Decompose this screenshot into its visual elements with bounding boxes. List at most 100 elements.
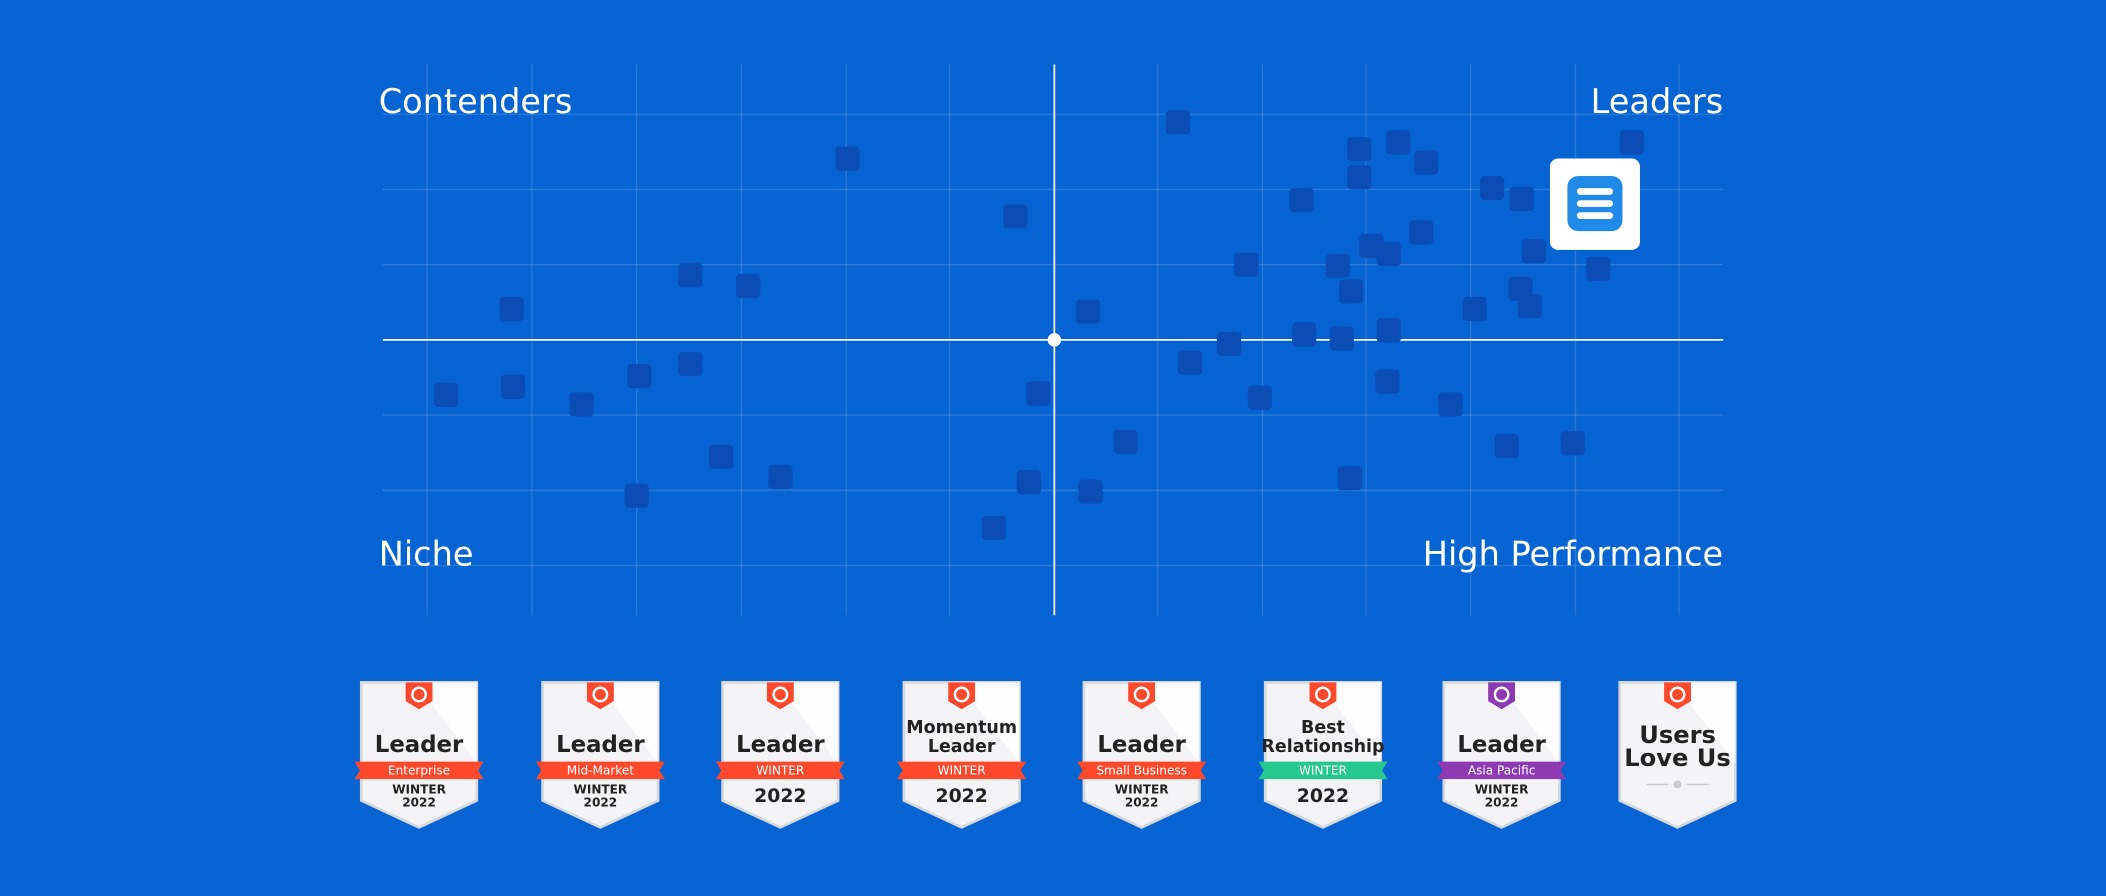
- dot: [736, 274, 761, 299]
- badge-star: [1673, 780, 1682, 789]
- badge-footer: WINTER: [1115, 782, 1169, 796]
- g2-logo: [1315, 686, 1331, 703]
- badge-title: Leader: [375, 732, 464, 758]
- badge-tab: [948, 682, 976, 710]
- dot: [1329, 326, 1354, 351]
- dot: [709, 444, 734, 469]
- badge-ribbon: [897, 761, 1027, 780]
- badge-ribbon-text: Small Business: [1096, 764, 1187, 778]
- badge-tab: [1488, 682, 1516, 710]
- dot: [1234, 252, 1259, 277]
- badge-sheen: [1318, 682, 1381, 763]
- dot: [1177, 350, 1203, 375]
- badge-ribbon: [1437, 761, 1567, 780]
- dot: [1165, 110, 1190, 135]
- g2-logo: [772, 686, 789, 703]
- g2-logo: [1493, 686, 1510, 703]
- dot: [1408, 220, 1434, 245]
- g2-logo: [592, 686, 609, 703]
- badge-footer: 2022: [584, 796, 618, 810]
- dot: [1289, 188, 1314, 213]
- dot: [1078, 479, 1103, 504]
- badge-footer: WINTER: [574, 782, 628, 796]
- badge-tab: [1128, 682, 1156, 710]
- badge-title: Leader: [1097, 732, 1186, 758]
- quadrant-label: Contenders: [379, 82, 573, 121]
- badge-tab: [1664, 682, 1691, 710]
- badge-title: Love Us: [1624, 744, 1731, 772]
- badge-footer: 2022: [1297, 786, 1349, 807]
- dot: [1438, 392, 1463, 417]
- badge: Leader WINTER 2022: [715, 681, 845, 829]
- badge-tab: [586, 682, 614, 710]
- quadrant-label: Niche: [379, 535, 474, 574]
- badge-tab: [405, 682, 433, 710]
- dot: [1016, 470, 1041, 495]
- badge-ribbon-text: WINTER: [1299, 764, 1348, 778]
- dot: [1494, 433, 1520, 459]
- badge-sheen: [1497, 682, 1560, 763]
- g2-logo: [1669, 686, 1686, 703]
- dot: [981, 515, 1006, 541]
- dot: [1339, 279, 1364, 304]
- dot: [1619, 130, 1644, 155]
- dot: [624, 483, 649, 508]
- dot: [1003, 204, 1028, 229]
- dot: [569, 392, 594, 417]
- quadrant-label: Leaders: [1591, 82, 1724, 121]
- dot: [1026, 381, 1051, 406]
- badge-footer: 2022: [1485, 796, 1519, 810]
- badge-title: Users: [1639, 721, 1716, 749]
- g2-logo: [953, 686, 970, 703]
- badge-tab: [766, 682, 794, 710]
- dot: [1462, 296, 1487, 322]
- badge-ribbon: [715, 761, 845, 780]
- badge-ribbon-text: Enterprise: [388, 764, 450, 778]
- badge-ribbon-text: WINTER: [756, 764, 805, 778]
- badge-ribbon-text: WINTER: [938, 764, 987, 778]
- dot: [1347, 165, 1372, 190]
- badge-title: Leader: [556, 732, 645, 758]
- badge-sheen: [957, 682, 1020, 763]
- g2-logo: [1133, 686, 1150, 703]
- quadrant-label: High Performance: [1423, 535, 1724, 574]
- dot: [1386, 130, 1411, 155]
- dot: [1247, 385, 1272, 410]
- badge-tab: [1309, 682, 1337, 710]
- badge-footer: WINTER: [1475, 782, 1529, 796]
- badge-ribbon: [354, 761, 484, 780]
- dot: [1586, 256, 1611, 281]
- dot: [499, 296, 524, 322]
- badge-ribbon-text: Asia Pacific: [1468, 764, 1536, 778]
- dot: [627, 364, 652, 389]
- badge-footer: 2022: [754, 786, 806, 807]
- badge-ribbon: [1258, 761, 1388, 780]
- badge-ribbon: [1077, 761, 1207, 780]
- badge-ribbon: [535, 761, 665, 780]
- dot: [1075, 299, 1101, 324]
- dot: [1325, 253, 1350, 279]
- badge-footer: 2022: [936, 786, 988, 807]
- badge-sheen: [415, 682, 477, 763]
- badge-footer: WINTER: [392, 782, 446, 796]
- dot: [1376, 318, 1401, 343]
- badge-title: Leader: [928, 737, 996, 757]
- dot: [1113, 429, 1138, 455]
- product-logo: [1549, 158, 1640, 250]
- dots: [433, 110, 1644, 541]
- dot: [1375, 369, 1400, 394]
- dot: [1347, 137, 1372, 162]
- dot: [1509, 186, 1534, 211]
- dot: [1292, 322, 1317, 347]
- dot: [1480, 176, 1505, 201]
- dot: [433, 382, 459, 408]
- g2-logo: [411, 686, 427, 703]
- dot: [1337, 466, 1362, 491]
